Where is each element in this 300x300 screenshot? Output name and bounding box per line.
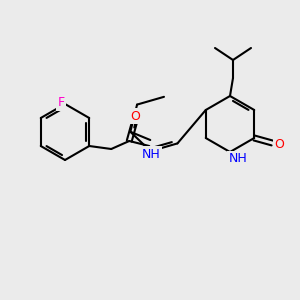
Text: F: F	[57, 97, 64, 110]
Text: NH: NH	[142, 148, 161, 160]
Text: O: O	[274, 139, 284, 152]
Text: O: O	[130, 110, 140, 122]
Text: NH: NH	[229, 152, 247, 166]
